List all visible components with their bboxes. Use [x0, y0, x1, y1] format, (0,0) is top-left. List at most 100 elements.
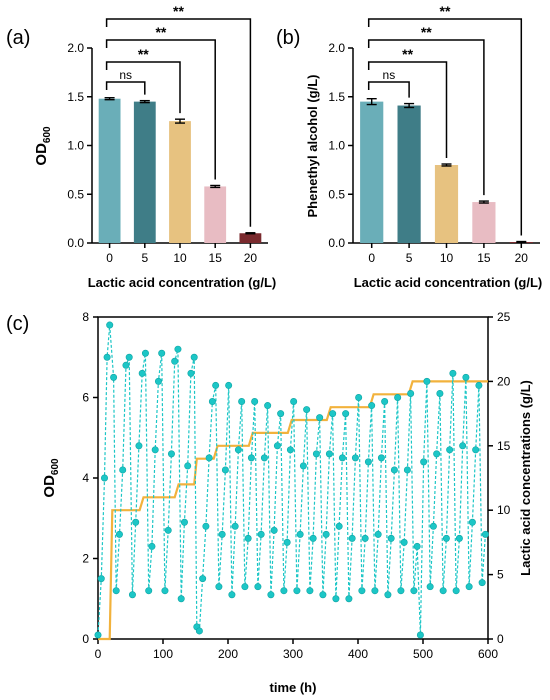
panel-c-od600-point [345, 595, 353, 603]
panel-a-bar [133, 101, 156, 243]
panel-b-x-tick-label: 10 [440, 251, 454, 265]
panel-c-od600-point [94, 631, 102, 639]
panel-b-y-tick-label: 0.5 [328, 187, 345, 201]
panel-c-od600-point [277, 410, 285, 418]
panel-c-od600-point [202, 522, 210, 530]
panel-c-od600-point [174, 345, 182, 353]
panel-c-od600-point [244, 534, 252, 542]
panel-c-od600-point [247, 454, 255, 462]
panel-c-x-tick-label: 300 [283, 647, 303, 661]
panel-c-x-tick-label: 400 [348, 647, 368, 661]
panel-c-od600-point [332, 595, 340, 603]
panel-a-significance-label: ** [138, 46, 149, 62]
panel-c-od600-point [184, 462, 192, 470]
panel-c-od600-point [342, 410, 350, 418]
panel-c-od600-point [148, 542, 156, 550]
panel-b-y-tick-label: 1.5 [328, 90, 345, 104]
panel-a-y-tick-label: 0.5 [67, 187, 84, 201]
panel-c-od600-point [329, 410, 337, 418]
panel-c-od600-point [397, 587, 405, 595]
panel-c-od600-point [455, 534, 463, 542]
panel-c-od600-point [403, 466, 411, 474]
panel-c-y-tick-label: 2 [82, 552, 89, 566]
panel-c-od600-point [205, 454, 213, 462]
panel-c-od600-point [283, 538, 291, 546]
panel-a-x-tick-label: 15 [209, 251, 223, 265]
panel-c-y-tick-label: 6 [82, 391, 89, 405]
panel-c-od600-point [338, 454, 346, 462]
panel-c-od600-point [225, 381, 233, 389]
panel-c-od600-point [132, 518, 140, 526]
panel-c-od600-point [390, 466, 398, 474]
panel-c-od600-point [319, 591, 327, 599]
panel-c-od600-point [335, 522, 343, 530]
panel-a-x-tick-label: 0 [106, 251, 113, 265]
panel-c-od600-point [112, 587, 120, 595]
panel-c-od600-point [296, 530, 304, 538]
panel-c-y-tick-label: 4 [82, 471, 89, 485]
panel-c-od600-point [101, 474, 109, 482]
panel-c-od600-point [423, 377, 431, 385]
panel-c-y-tick-label: 0 [82, 632, 89, 646]
panel-c-plot-frame [97, 316, 489, 640]
panel-c-od600-point [387, 534, 395, 542]
panel-c-od600-point [436, 389, 444, 397]
panel-c-od600-point [103, 353, 111, 361]
panel-c-od600-point [468, 518, 476, 526]
panel-c-y-right-tick-label: 25 [497, 310, 511, 324]
panel-c-y-label: OD600 [41, 458, 61, 498]
panel-a-y-tick-label: 1.0 [67, 139, 84, 153]
panel-a-x-tick-label: 10 [173, 251, 187, 265]
panel-a-label: (a) [6, 27, 30, 49]
panel-a-significance-label: ** [155, 24, 166, 40]
panel-a-significance-label: ns [119, 68, 132, 82]
panel-c-od600-point [348, 534, 356, 542]
panel-c-od600-point [151, 446, 159, 454]
panel-c-od600-point [312, 450, 320, 458]
panel-c-od600-point [260, 454, 268, 462]
panel-c-od600-point [208, 398, 216, 406]
panel-b-significance-label: ** [402, 46, 413, 62]
panel-c-od600-point [128, 591, 136, 599]
panel-c-od600-point [180, 518, 188, 526]
panel-c-od600-point [355, 393, 363, 401]
panel-c-x-tick-label: 100 [153, 647, 173, 661]
panel-c-od600-point [410, 587, 418, 595]
panel-a-y-label: OD600 [33, 126, 53, 166]
panel-c-od600-point [420, 458, 428, 466]
panel-a-significance-bracket [105, 39, 216, 180]
panel-c-od600-point [280, 587, 288, 595]
panel-b-significance-bracket [367, 61, 448, 159]
panel-b-y-tick-label: 2.0 [328, 41, 345, 55]
panel-c-od600-point [177, 595, 185, 603]
panel-c-od600-point [293, 587, 301, 595]
panel-b-x-tick-label: 20 [515, 251, 529, 265]
panel-c-od600-point [303, 406, 311, 414]
panel-c-od600-point [429, 522, 437, 530]
panel-a-significance-bracket [105, 81, 146, 95]
panel-c-od600-point [270, 526, 278, 534]
panel-c-od600-point [115, 530, 123, 538]
panel-c-y-right-tick-label: 20 [497, 374, 511, 388]
panel-c-od600-point [364, 458, 372, 466]
panel-c-od600-point [472, 446, 480, 454]
panel-c-od600-point [154, 377, 162, 385]
panel-b-y-label: Phenethyl alcohol (g/L) [305, 74, 320, 217]
panel-c-od600-point [199, 575, 207, 583]
panel-c-od600-point [190, 353, 198, 361]
panel-c-od600-point [452, 587, 460, 595]
panel-c-od600-point [442, 534, 450, 542]
panel-b-significance-label: ** [421, 24, 432, 40]
panel-c-lactic-acid-step-line [98, 380, 488, 641]
panel-c-od600-point [164, 526, 172, 534]
panel-c-od600-point [110, 373, 118, 381]
panel-c-od600-point [459, 442, 467, 450]
panel-c-od600-point [374, 530, 382, 538]
panel-c-od600-point [267, 591, 275, 599]
panel-c-od600-point [218, 530, 226, 538]
panel-c-od600-point [361, 534, 369, 542]
panel-c-od600-point [316, 414, 324, 422]
panel-b-significance-bracket [367, 18, 523, 236]
panel-b-y-tick-label: 0.0 [328, 236, 345, 250]
